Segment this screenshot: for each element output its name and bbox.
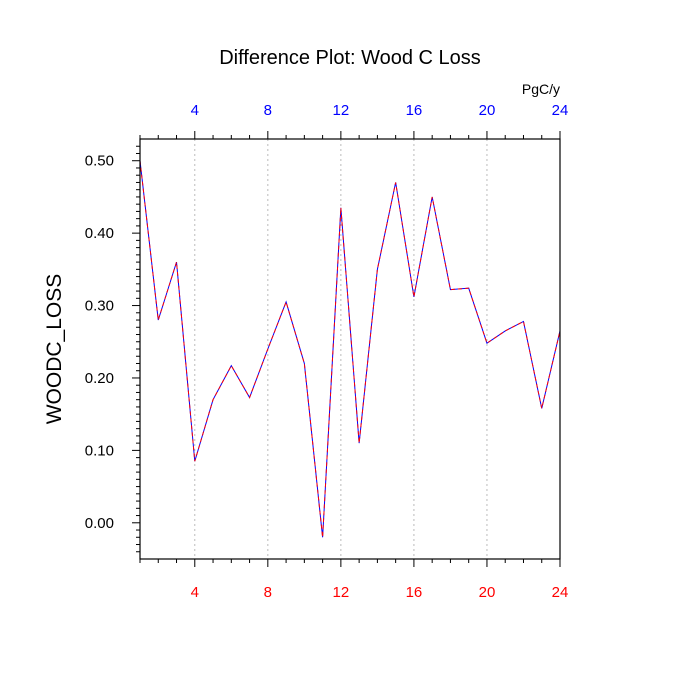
chart-title: Difference Plot: Wood C Loss <box>219 47 481 69</box>
data-series <box>139 160 561 538</box>
series-line-1 <box>139 160 561 538</box>
series-line-2 <box>139 160 561 538</box>
plot-frame <box>139 138 561 560</box>
x-tick-label-top: 24 <box>552 102 569 119</box>
y-tick-label: 0.50 <box>85 153 114 170</box>
units-label: PgC/y <box>522 81 560 97</box>
y-axis-label: WOODC_LOSS <box>43 274 66 425</box>
x-tick-label-top: 8 <box>264 102 272 119</box>
y-tick-label: 0.20 <box>85 370 114 387</box>
y-tick-label: 0.10 <box>85 442 114 459</box>
y-tick-label: 0.30 <box>85 298 114 315</box>
x-tick-label-top: 16 <box>406 102 423 119</box>
x-tick-label-bottom: 20 <box>479 584 496 601</box>
axes: 0.00 0.10 0.20 0.30 0.40 0.50 4 4 8 8 12 12 16 16 20 20… <box>85 102 569 601</box>
x-tick-label-bottom: 16 <box>406 584 423 601</box>
x-tick-label-bottom: 24 <box>552 584 569 601</box>
x-tick-label-bottom: 4 <box>191 584 199 601</box>
x-tick-label-top: 20 <box>479 102 496 119</box>
grid-lines <box>194 139 488 559</box>
x-tick-label-top: 12 <box>333 102 350 119</box>
x-tick-label-top: 4 <box>191 102 199 119</box>
x-tick-label-bottom: 8 <box>264 584 272 601</box>
x-tick-label-bottom: 12 <box>333 584 350 601</box>
y-tick-label: 0.40 <box>85 225 114 242</box>
y-tick-label: 0.00 <box>85 515 114 532</box>
